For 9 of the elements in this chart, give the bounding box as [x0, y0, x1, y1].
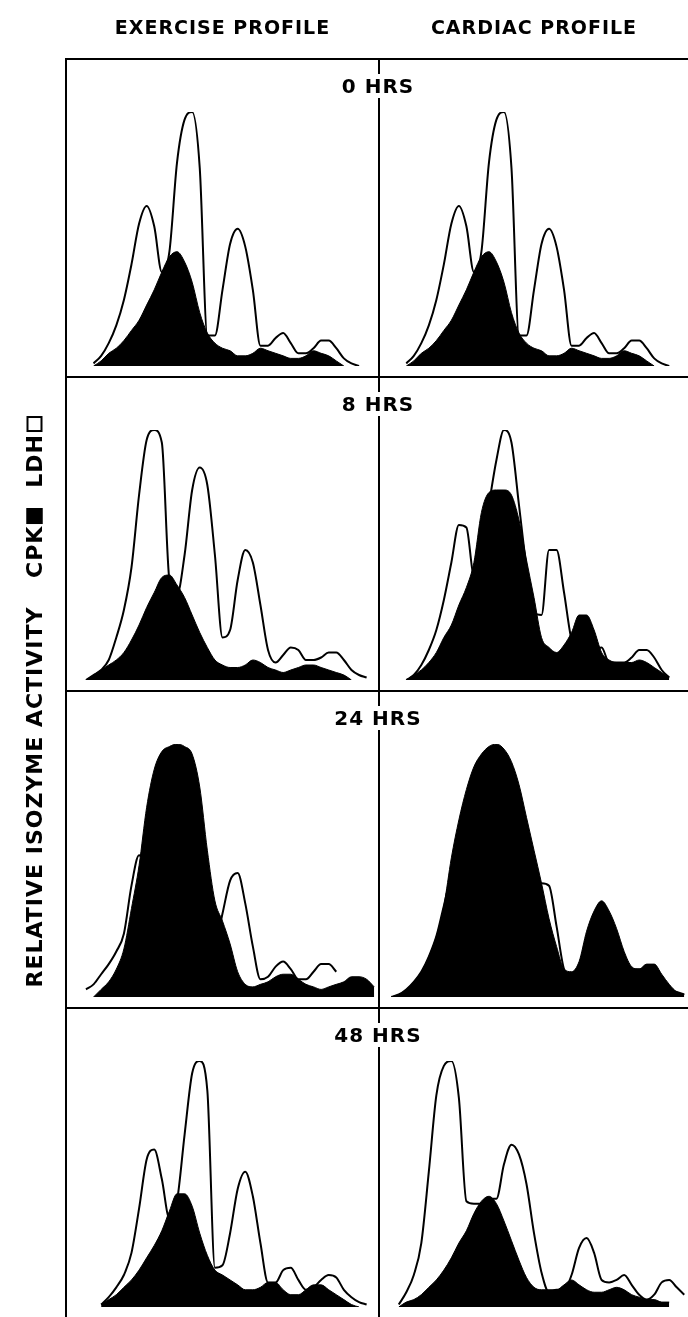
y-axis-title: RELATIVE ISOZYME ACTIVITY: [21, 606, 47, 988]
text: 0 HRS: [337, 74, 419, 98]
chart-title: EXERCISE PROFILE: [113, 16, 332, 38]
legend-label: LDH: [21, 433, 47, 488]
text: 48 HRS: [330, 1023, 426, 1047]
legend-label: CPK: [21, 525, 47, 579]
text: 8 HRS: [337, 392, 419, 416]
chart-title: CARDIAC PROFILE: [429, 16, 639, 38]
text: 24 HRS: [330, 706, 426, 730]
